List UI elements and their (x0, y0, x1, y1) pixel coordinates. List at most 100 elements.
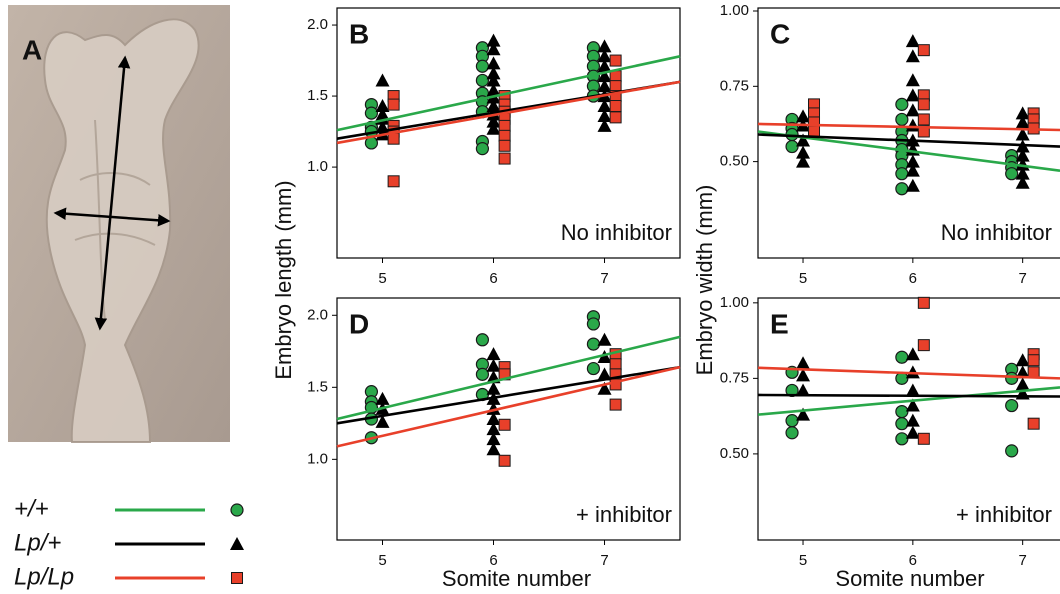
y-tick-label: 1.0 (307, 450, 328, 467)
circle-point (1005, 398, 1019, 413)
triangle-point (486, 347, 501, 361)
legend-label: Lp/Lp (14, 563, 74, 590)
fit-line (757, 386, 1060, 416)
circle-point (895, 97, 909, 111)
panel-label: E (770, 308, 789, 339)
square-point (609, 358, 622, 371)
annotation: No inhibitor (561, 220, 672, 245)
legend-marker (231, 572, 243, 584)
fit-line (336, 55, 681, 132)
triangle-point (597, 39, 612, 53)
embryo-photo: A (8, 5, 230, 443)
y-axis-label: Embryo length (mm) (271, 180, 296, 379)
triangle-point (1015, 175, 1030, 189)
circle-point (895, 350, 909, 364)
circle-point (785, 414, 799, 428)
circle-point (1005, 444, 1019, 458)
circle-point (475, 333, 490, 347)
circle-point (1005, 371, 1019, 385)
x-tick-label: 6 (489, 552, 497, 569)
x-axis-label: Somite number (442, 566, 591, 591)
y-tick-label: 0.50 (720, 445, 749, 462)
fit-line (757, 122, 1060, 132)
triangle-point (486, 442, 501, 456)
triangle-point (597, 367, 612, 381)
square-point (917, 296, 930, 309)
square-point (917, 432, 930, 445)
width-arrow (53, 207, 171, 227)
triangle-point (486, 83, 501, 97)
y-tick-label: 2.0 (307, 306, 328, 323)
circle-point (785, 426, 799, 440)
triangle-point (486, 432, 501, 446)
triangle-point (486, 422, 501, 436)
triangle-point (486, 56, 501, 70)
fit-line (757, 366, 1060, 380)
panel-label: C (770, 18, 790, 49)
chart-panel: 0.50 0.75 1.00 5 6 7 C No inhibitor Embryo width… (692, 2, 1060, 375)
fit-line (336, 80, 681, 145)
triangle-point (905, 73, 920, 87)
annotation: + inhibitor (956, 502, 1052, 527)
square-point (498, 454, 511, 467)
square-point (917, 339, 930, 352)
y-tick-label: 1.5 (307, 378, 328, 395)
circle-point (586, 317, 601, 331)
x-tick-label: 6 (489, 270, 497, 287)
triangle-point (375, 391, 390, 405)
triangle-point (597, 59, 612, 73)
x-axis-label: Somite number (835, 566, 984, 591)
triangle-point (796, 154, 811, 168)
square-point (917, 113, 930, 126)
square-point (917, 98, 930, 111)
chart-panel: 0.50 0.75 1.00 5 6 7 E + inhibitor Somite number (720, 294, 1060, 591)
circle-point (364, 106, 379, 120)
triangle-point (796, 368, 811, 382)
legend-label: +/+ (14, 495, 49, 522)
triangle-point (1015, 106, 1030, 120)
y-tick-label: 0.75 (720, 369, 749, 386)
triangle-point (597, 99, 612, 113)
triangle-point (905, 49, 920, 63)
x-tick-label: 5 (378, 270, 386, 287)
triangle-point (486, 66, 501, 80)
x-tick-label: 7 (600, 270, 608, 287)
fit-line (336, 335, 681, 421)
square-point (609, 100, 622, 113)
triangle-point (905, 178, 920, 192)
triangle-point (597, 381, 612, 395)
square-point (609, 80, 622, 93)
circle-point (895, 417, 909, 431)
square-point (498, 418, 511, 431)
square-point (1027, 354, 1040, 367)
chart-panel: 1.0 1.5 2.0 5 6 7 B No inhibitor Embryo length (… (271, 7, 681, 380)
circle-point (1005, 167, 1019, 181)
triangle-point (905, 425, 920, 439)
length-arrow (94, 55, 131, 331)
triangle-point (1015, 148, 1030, 162)
y-tick-label: 1.00 (720, 2, 749, 19)
triangle-point (597, 79, 612, 93)
fit-line (757, 133, 1060, 148)
y-tick-label: 0.50 (720, 153, 749, 170)
triangle-point (796, 407, 811, 421)
x-tick-label: 5 (378, 552, 386, 569)
circle-point (475, 142, 490, 156)
fit-line (336, 365, 681, 448)
triangle-point (905, 347, 920, 361)
square-point (498, 139, 511, 152)
x-tick-label: 6 (909, 552, 917, 569)
plot-frame (757, 297, 1060, 541)
triangle-point (905, 88, 920, 102)
triangle-point (1015, 127, 1030, 141)
x-tick-label: 5 (799, 270, 807, 287)
circle-point (586, 361, 601, 376)
triangle-point (905, 34, 920, 48)
triangle-point (375, 99, 390, 113)
legend-marker (230, 537, 244, 550)
triangle-point (486, 42, 501, 56)
square-point (498, 129, 511, 142)
annotation: No inhibitor (941, 220, 1052, 245)
triangle-point (1015, 115, 1030, 129)
